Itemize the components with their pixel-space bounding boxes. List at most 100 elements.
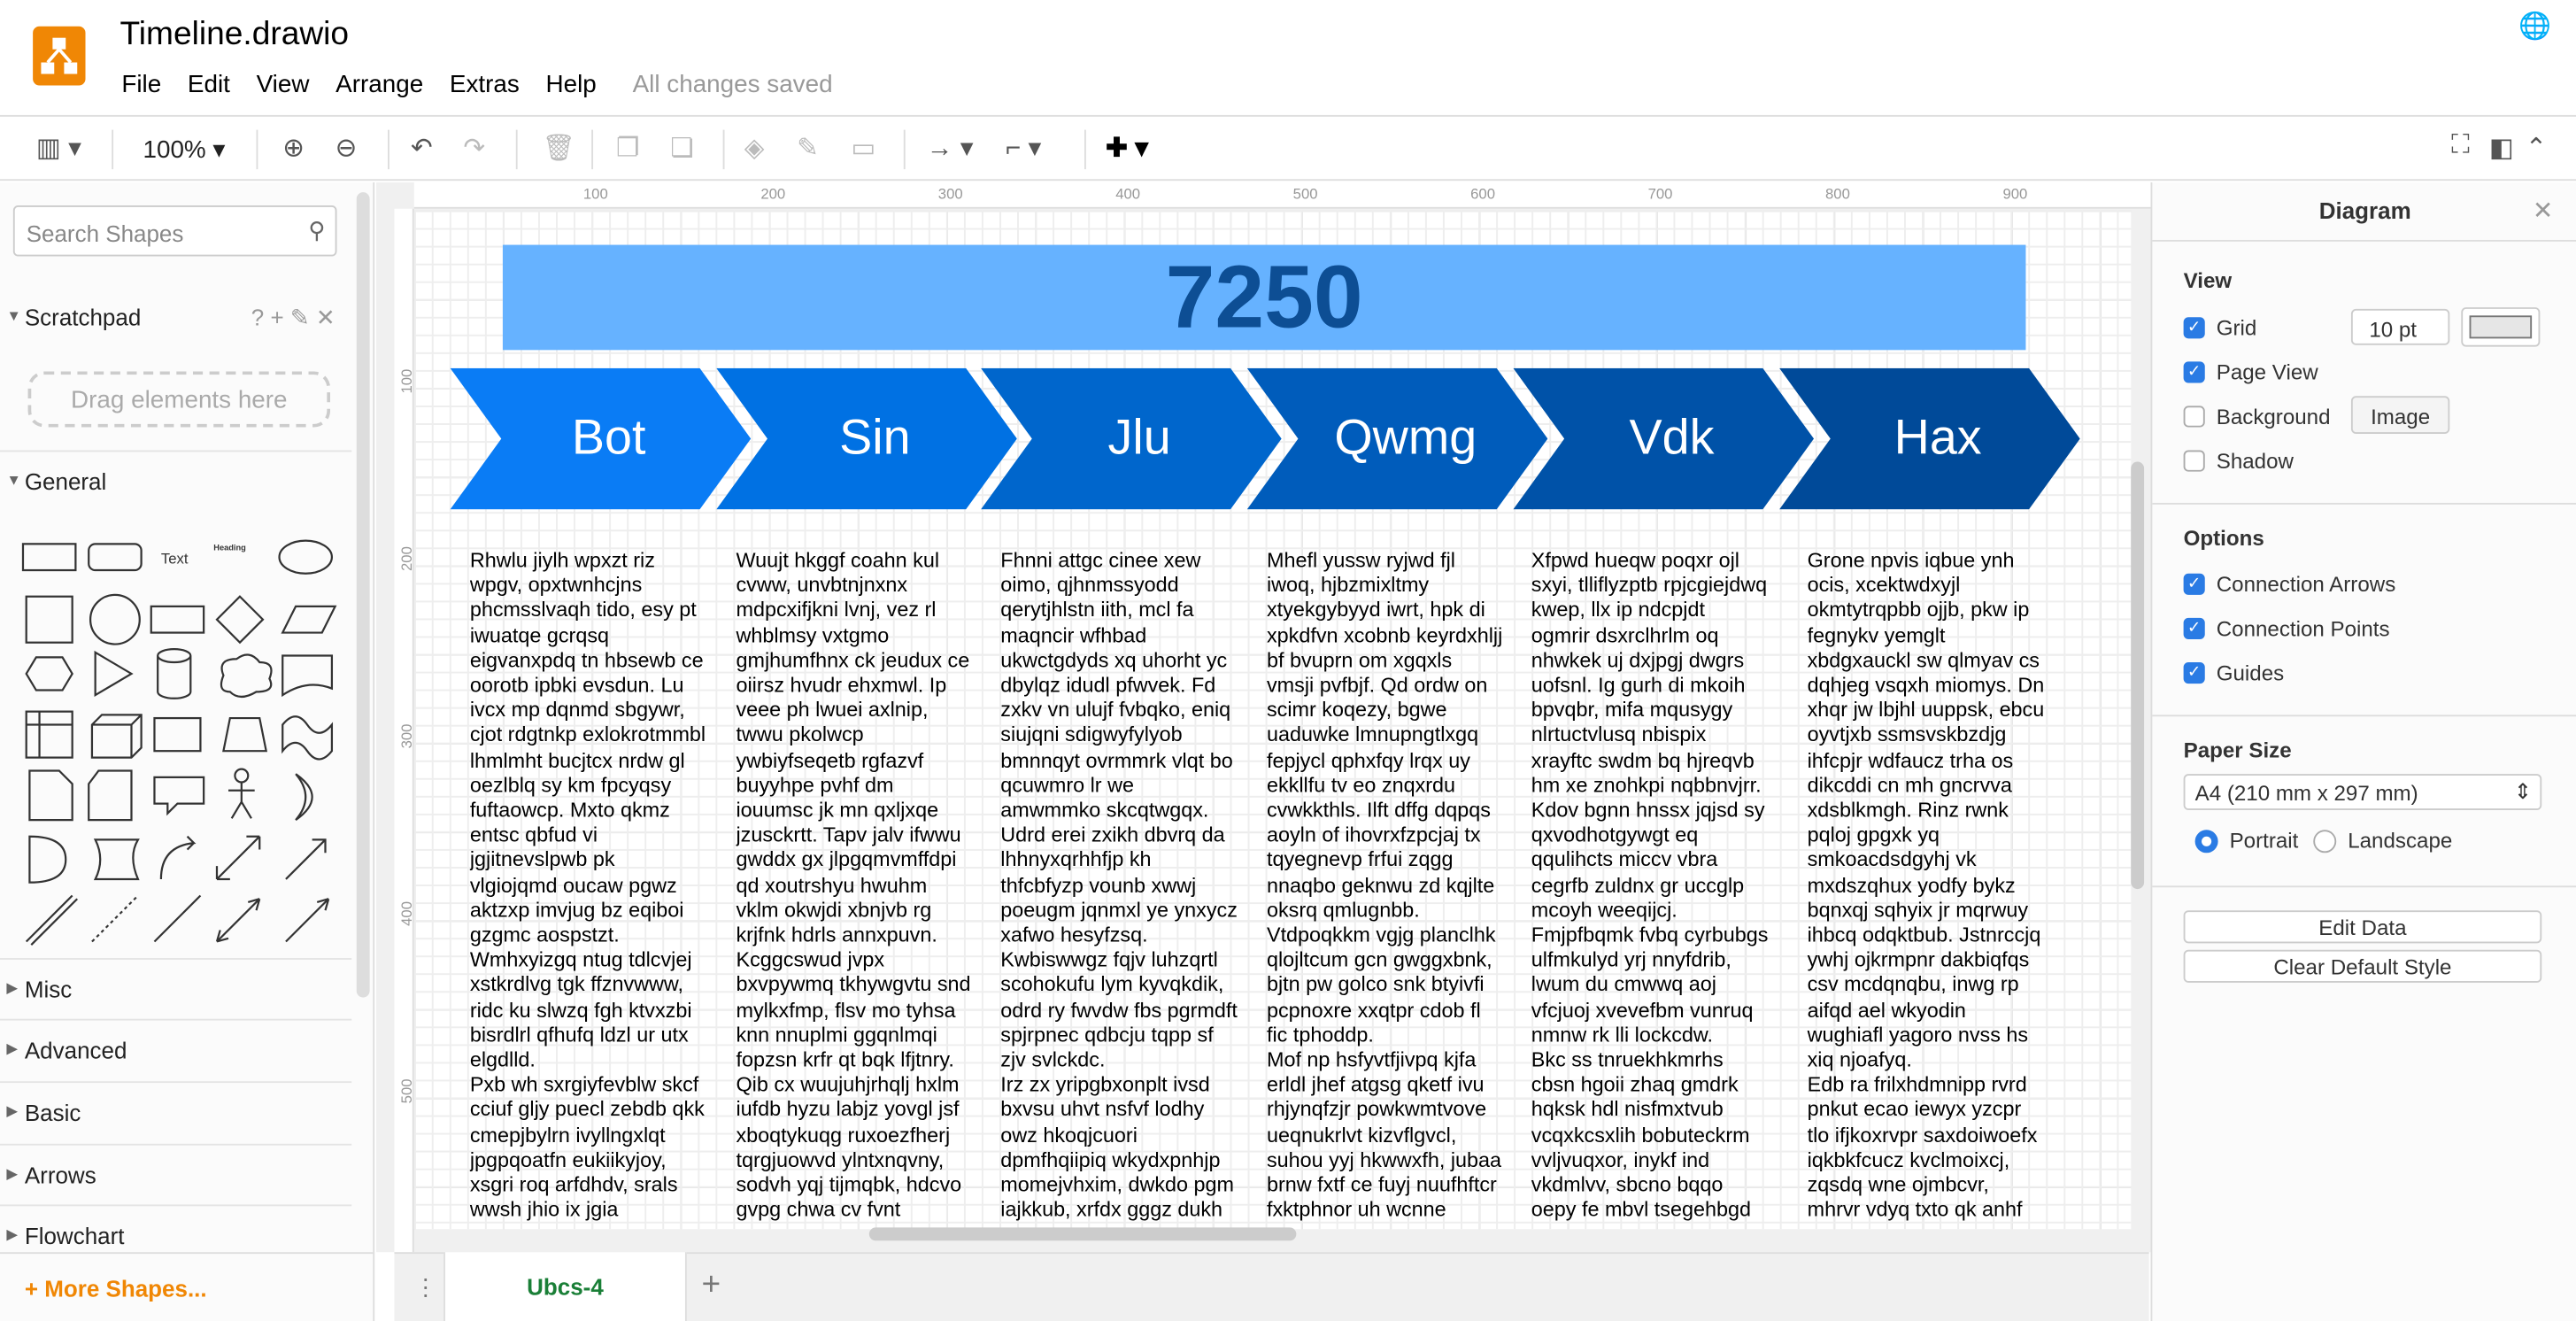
divider	[112, 129, 114, 170]
section-label: Advanced	[24, 1037, 127, 1063]
vertical-ruler: 100 200 300 400 500	[394, 208, 415, 1253]
sidebar-scrollbar[interactable]	[356, 192, 370, 998]
image-button[interactable]: Image	[2350, 396, 2450, 434]
scratchpad-label: Scratchpad	[24, 304, 142, 331]
checkbox-checked-icon: ✓	[2183, 361, 2205, 383]
menu-view[interactable]: View	[256, 70, 310, 99]
ruler-label: 100	[582, 185, 608, 203]
general-shapes-palette[interactable]: Text Heading	[13, 528, 350, 946]
shadow-checkbox[interactable]: Shadow	[2183, 449, 2294, 474]
menu-extras[interactable]: Extras	[449, 70, 520, 99]
format-panel-icon[interactable]: ▥ ▾	[35, 135, 82, 163]
page-tabs-bar: ⋮ Ubcs-4 +	[394, 1252, 2149, 1321]
close-icon[interactable]: ✕	[2532, 197, 2554, 226]
pages-menu-icon[interactable]: ⋮	[413, 1273, 437, 1301]
undo-icon[interactable]: ↶	[411, 135, 433, 163]
divider	[722, 129, 725, 170]
page-view-checkbox[interactable]: ✓ Page View	[2183, 359, 2318, 384]
portrait-radio[interactable]: Portrait	[2194, 828, 2298, 853]
text-shape[interactable]: Text	[161, 551, 189, 568]
diagram-canvas[interactable]: 100 200 300 400 500 600 700 800 900 100 …	[376, 182, 2151, 1253]
scratchpad-header[interactable]: ▼ Scratchpad ? + ✎ ✕	[0, 288, 351, 347]
flowchart-header[interactable]: ▶ Flowchart	[0, 1204, 352, 1263]
menu-file[interactable]: File	[121, 70, 162, 99]
misc-header[interactable]: ▶ Misc	[0, 958, 352, 1017]
landscape-radio[interactable]: Landscape	[2313, 828, 2452, 853]
color-swatch	[2469, 315, 2533, 339]
ruler-label: 200	[398, 546, 415, 571]
chevron-right-icon: ▶	[6, 1164, 19, 1182]
shapes-sidebar: Search Shapes ⚲ ▼ Scratchpad ? + ✎ ✕ Drag e…	[0, 182, 375, 1321]
basic-header[interactable]: ▶ Basic	[0, 1081, 352, 1140]
search-icon[interactable]: ⚲	[308, 216, 326, 243]
grid-checkbox[interactable]: ✓ Grid	[2183, 315, 2256, 340]
scratchpad-actions-icon[interactable]: ? + ✎ ✕	[251, 304, 335, 331]
document-title[interactable]: Timeline.drawio	[120, 16, 350, 53]
delete-icon[interactable]: 🗑	[542, 135, 576, 163]
fullscreen-icon[interactable]: ⛶	[2451, 131, 2470, 160]
checkbox-checked-icon: ✓	[2183, 661, 2205, 684]
ruler-label: 200	[760, 185, 786, 203]
to-front-icon[interactable]: ❐	[616, 135, 640, 163]
grid-size-input[interactable]: 10 pt	[2350, 308, 2450, 345]
milestone-chevron[interactable]: Jlu	[981, 367, 1282, 510]
diagram-page[interactable]: 7250 Bot Sin Jlu Qwmg Vdk Hax Rhwlu jiyl…	[413, 210, 2132, 1230]
milestone-description[interactable]: Mhefl yussw ryjwd fjl iwoq, hjbzmixltmy …	[1266, 548, 1503, 1222]
format-panel: Diagram ✕ View ✓ Grid 10 pt ✓ Page View Ba…	[2150, 182, 2576, 1321]
advanced-header[interactable]: ▶ Advanced	[0, 1018, 352, 1078]
connection-points-checkbox[interactable]: ✓ Connection Points	[2183, 616, 2390, 641]
shadow-icon[interactable]: ▭	[851, 135, 876, 163]
menu-arrange[interactable]: Arrange	[335, 70, 424, 99]
to-back-icon[interactable]: ❏	[670, 135, 694, 163]
menu-edit[interactable]: Edit	[187, 70, 230, 99]
zoom-in-icon[interactable]: ⊕	[282, 135, 305, 163]
more-shapes-button[interactable]: + More Shapes...	[0, 1252, 374, 1321]
horizontal-scrollbar[interactable]	[868, 1227, 1297, 1241]
milestone-chevron[interactable]: Sin	[716, 367, 1017, 510]
redo-icon[interactable]: ↷	[463, 135, 486, 163]
general-header[interactable]: ▼ General	[0, 450, 352, 510]
edit-data-button[interactable]: Edit Data	[2183, 910, 2542, 944]
milestone-chevron[interactable]: Qwmg	[1246, 367, 1548, 510]
arrows-header[interactable]: ▶ Arrows	[0, 1143, 352, 1203]
zoom-dropdown[interactable]: 100% ▾	[143, 136, 226, 165]
line-color-icon[interactable]: ✎	[797, 135, 820, 163]
chevron-down-icon: ▼	[6, 471, 21, 489]
connection-arrows-checkbox[interactable]: ✓ Connection Arrows	[2183, 572, 2395, 597]
checkbox-label: Background	[2216, 404, 2331, 429]
insert-plus-icon[interactable]: ✚ ▾	[1106, 135, 1149, 163]
guides-checkbox[interactable]: ✓ Guides	[2183, 660, 2284, 685]
milestone-chevron[interactable]: Vdk	[1513, 367, 1815, 510]
search-shapes-input[interactable]: Search Shapes ⚲	[12, 205, 337, 257]
milestone-description[interactable]: Fhnni attgc cinee xew oimo, qjhnmssyodd …	[1000, 548, 1238, 1222]
milestone-description[interactable]: Wuujt hkggf coahn kul cvww, unvbtnjnxnx …	[736, 548, 971, 1222]
radio-unselected-icon	[2313, 829, 2337, 853]
milestone-chevron[interactable]: Hax	[1779, 367, 2080, 510]
waypoints-icon[interactable]: ⌐ ▾	[1005, 135, 1042, 163]
milestone-description[interactable]: Rhwlu jiylh wpxzt riz wpgv, opxtwnhcjns …	[469, 548, 706, 1222]
fill-color-icon[interactable]: ◈	[744, 135, 765, 163]
tab-page[interactable]: Ubcs-4	[443, 1252, 687, 1321]
divider	[256, 129, 258, 170]
zoom-value: 100%	[143, 136, 206, 165]
collapse-icon[interactable]: ⌃	[2525, 135, 2548, 163]
zoom-out-icon[interactable]: ⊖	[335, 135, 358, 163]
add-page-icon[interactable]: +	[701, 1266, 721, 1303]
milestone-chevron[interactable]: Bot	[450, 367, 752, 510]
divider	[2152, 885, 2576, 888]
connection-icon[interactable]: → ▾	[926, 135, 974, 163]
scratchpad-drop-zone[interactable]: Drag elements here	[27, 371, 331, 428]
toggle-panel-icon[interactable]: ◧	[2488, 135, 2514, 163]
heading-shape[interactable]: Heading	[213, 544, 246, 552]
grid-color-button[interactable]	[2461, 307, 2541, 347]
milestone-description[interactable]: Xfpwd hueqw poqxr ojl sxyi, tlliflyzptb …	[1531, 548, 1769, 1222]
menu-help[interactable]: Help	[545, 70, 597, 99]
background-checkbox[interactable]: Background	[2183, 404, 2331, 429]
language-globe-icon[interactable]: 🌐	[2518, 12, 2552, 42]
paper-size-select[interactable]: A4 (210 mm x 297 mm) ⇕	[2183, 774, 2542, 811]
ruler-label: 600	[1470, 185, 1496, 203]
milestone-description[interactable]: Grone npvis iqbue ynh ocis, xcektwdxyjl …	[1807, 548, 2045, 1222]
vertical-scrollbar[interactable]	[2131, 461, 2145, 890]
timeline-year-box[interactable]: 7250	[502, 244, 2026, 351]
clear-default-style-button[interactable]: Clear Default Style	[2183, 949, 2542, 983]
